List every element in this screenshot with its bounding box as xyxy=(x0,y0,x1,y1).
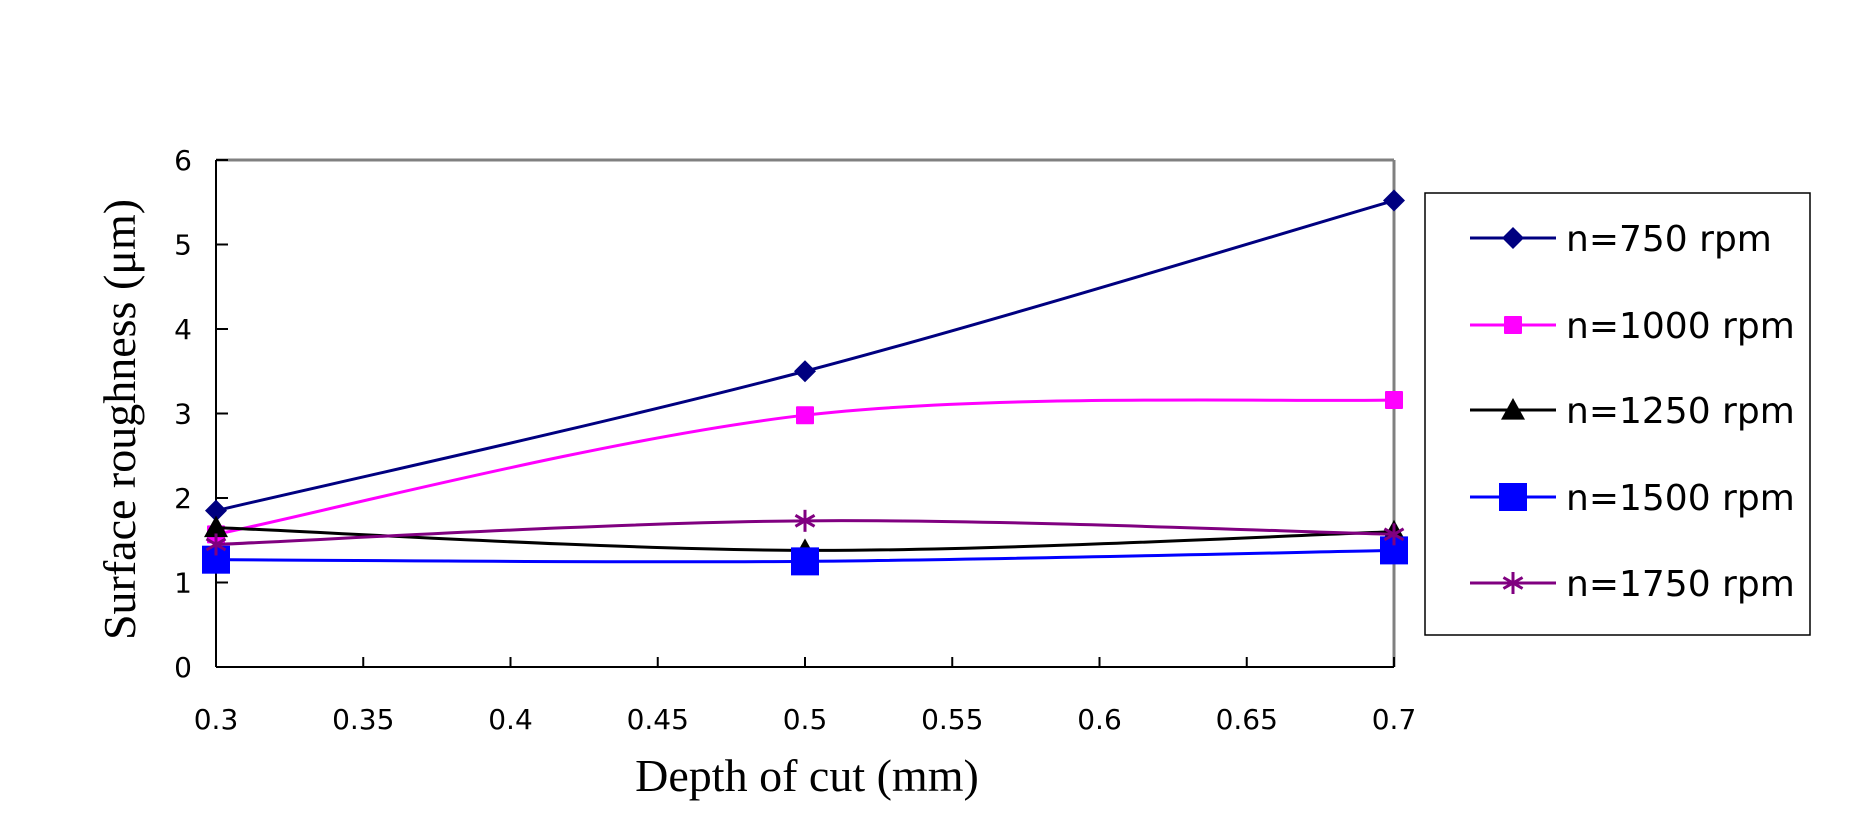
x-tick-label: 0.3 xyxy=(194,703,239,736)
y-axis-title: Surface roughness (μm) xyxy=(94,199,145,640)
data-point-asterisk xyxy=(205,533,227,556)
legend-item: n=1250 rpm xyxy=(1470,391,1795,432)
x-axis-title: Depth of cut (mm) xyxy=(635,750,979,801)
series-layer xyxy=(202,189,1408,576)
x-tick-label: 0.7 xyxy=(1372,703,1417,736)
x-tick-label: 0.55 xyxy=(921,703,983,736)
data-point-diamond xyxy=(1383,189,1405,212)
y-tick-label: 3 xyxy=(174,398,192,431)
legend-marker-diamond xyxy=(1502,227,1524,249)
y-tick-label: 5 xyxy=(174,229,192,262)
series-line xyxy=(215,199,1395,513)
series-n-750-rpm xyxy=(205,189,1405,522)
data-point-asterisk xyxy=(794,509,816,532)
legend-item: n=1500 rpm xyxy=(1470,478,1795,519)
y-tick-label: 6 xyxy=(174,144,192,177)
data-point-diamond xyxy=(794,360,816,383)
legend-item: n=1000 rpm xyxy=(1470,306,1795,347)
data-point-square-large xyxy=(791,547,819,576)
x-tick-label: 0.35 xyxy=(332,703,394,736)
x-tick-label: 0.65 xyxy=(1216,703,1278,736)
y-tick-label: 1 xyxy=(174,567,192,600)
data-point-diamond xyxy=(205,499,227,522)
legend-marker-triangle xyxy=(1501,398,1525,420)
x-tick-label: 0.6 xyxy=(1077,703,1122,736)
legend-label: n=1500 rpm xyxy=(1566,478,1795,519)
legend-marker-square xyxy=(1504,316,1522,334)
x-tick-label: 0.5 xyxy=(783,703,828,736)
data-point-asterisk xyxy=(1383,523,1405,546)
legend-marker-asterisk xyxy=(1502,572,1524,594)
data-point-square xyxy=(796,406,814,425)
legend-label: n=750 rpm xyxy=(1566,219,1772,260)
legend: n=750 rpm n=1000 rpm n=1250 rpm n=1500 rpm n… xyxy=(1424,192,1811,636)
data-point-triangle xyxy=(204,515,228,538)
x-tick-label: 0.4 xyxy=(488,703,533,736)
y-axis-ticks: 0 1 2 3 4 5 6 xyxy=(174,144,228,684)
data-point-square xyxy=(1385,390,1403,409)
legend-item: n=1750 rpm xyxy=(1470,564,1795,605)
x-axis-ticks: 0.3 0.35 0.4 0.45 0.5 0.55 0.6 0.65 0.7 xyxy=(194,657,1417,736)
legend-label: n=1750 rpm xyxy=(1566,564,1795,605)
series-n-1750-rpm xyxy=(205,509,1405,556)
legend-marker-square-large xyxy=(1499,483,1527,511)
y-tick-label: 4 xyxy=(174,313,192,346)
y-tick-label: 0 xyxy=(174,651,192,684)
series-n-1500-rpm xyxy=(202,536,1408,576)
x-tick-label: 0.45 xyxy=(627,703,689,736)
legend-label: n=1000 rpm xyxy=(1566,306,1795,347)
legend-label: n=1250 rpm xyxy=(1566,391,1795,432)
legend-box xyxy=(1424,192,1811,636)
y-tick-label: 2 xyxy=(174,482,192,515)
legend-item: n=750 rpm xyxy=(1470,219,1772,260)
